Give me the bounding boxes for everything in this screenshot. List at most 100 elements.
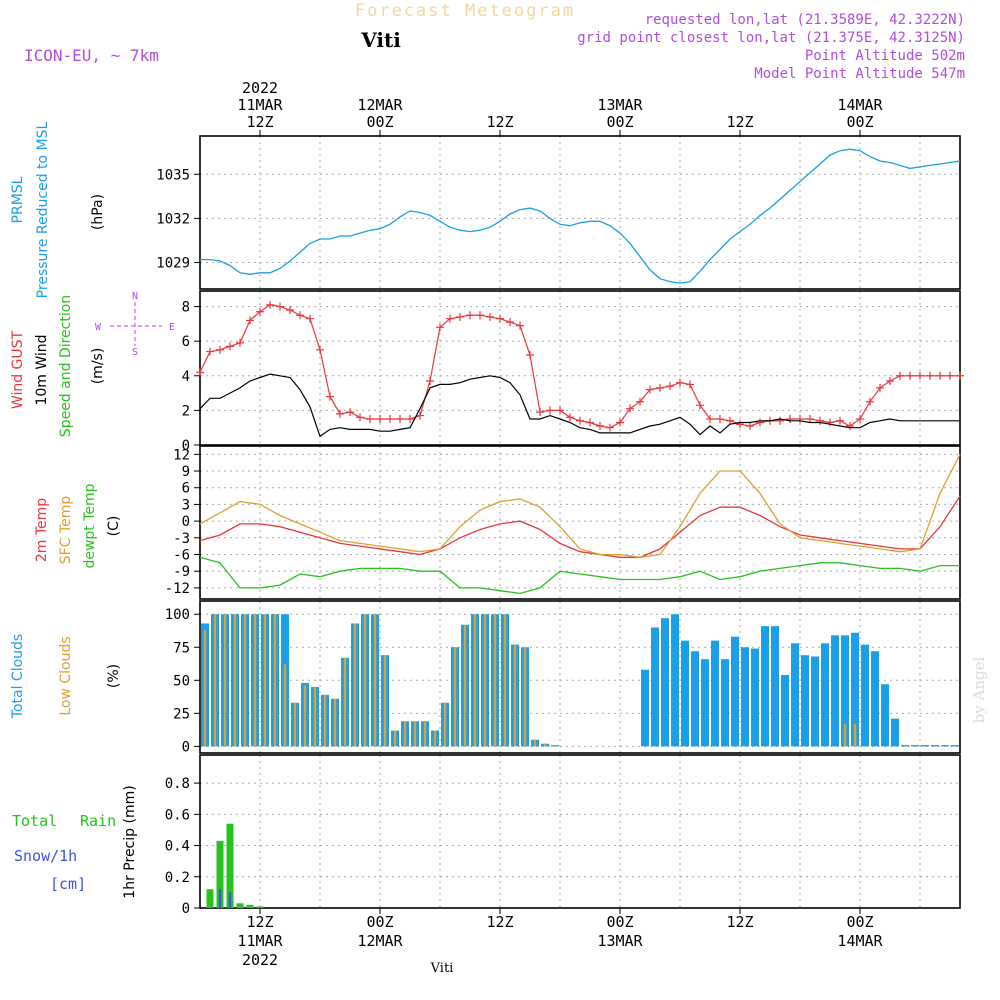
total-cloud-bar	[901, 745, 909, 747]
gust-marker	[876, 383, 884, 392]
clouds-unit: (%)	[106, 664, 122, 688]
top-date-label: 12MAR	[357, 96, 403, 114]
gust-marker	[506, 318, 514, 327]
y-tick-label: 0	[182, 438, 190, 454]
gust-marker	[856, 415, 864, 424]
y-tick-label: 50	[173, 673, 190, 689]
panel-wind: 0 2 4 6 8	[182, 290, 964, 454]
y-tick-label: 1032	[156, 211, 190, 227]
bottom-date-label: 11MAR	[237, 932, 283, 950]
bottom-time-label: 00Z	[366, 913, 393, 931]
panel-frame	[199, 135, 961, 290]
temp-2m-line	[199, 495, 961, 558]
point-altitude: Point Altitude 502m	[805, 48, 965, 64]
gust-marker	[546, 406, 554, 415]
bottom-date-label: 13MAR	[597, 932, 643, 950]
gust-marker	[846, 421, 854, 430]
low-cloud-bar	[343, 657, 347, 747]
wind-unit: (m/s)	[90, 348, 106, 385]
gust-marker	[296, 311, 304, 320]
gust-marker	[836, 416, 844, 425]
bottom-time-label: 00Z	[606, 913, 633, 931]
low-cloud-bar	[263, 614, 267, 747]
total-cloud-bar	[671, 614, 679, 747]
gust-marker	[586, 418, 594, 427]
total-cloud-bar	[771, 626, 779, 747]
gust-marker	[926, 371, 934, 380]
gust-marker	[496, 314, 504, 323]
gust-marker	[676, 378, 684, 387]
low-cloud-bar	[333, 698, 337, 747]
low-cloud-bar	[423, 721, 427, 747]
top-time-label: 12Z	[726, 113, 753, 131]
y-tick-label: -9	[173, 564, 190, 580]
gust-marker	[946, 371, 954, 380]
low-cloud-bar	[233, 614, 237, 747]
low-cloud-bar	[463, 624, 467, 747]
total-cloud-bar	[681, 640, 689, 747]
low-cloud-bar	[853, 723, 857, 747]
low-cloud-bar	[293, 702, 297, 747]
low-cloud-bar	[253, 614, 257, 747]
prmsl-label: PRMSL	[10, 176, 26, 223]
total-cloud-bar	[731, 636, 739, 747]
wind-labels: Wind GUST 10m Wind Speed and Direction (…	[10, 291, 175, 437]
top-time-label: 00Z	[846, 113, 873, 131]
gust-marker	[906, 371, 914, 380]
top-time-label: 12Z	[246, 113, 273, 131]
low-cloud-bar	[393, 730, 397, 747]
temp-2m-label: 2m Temp	[34, 498, 50, 562]
pressure-unit: (hPa)	[90, 194, 106, 230]
low-cloud-bar	[453, 647, 457, 747]
low-cloud-bar	[403, 721, 407, 747]
low-cloud-bar	[283, 664, 287, 747]
total-cloud-bar	[951, 745, 959, 747]
gust-marker	[316, 345, 324, 354]
precip-unit: 1hr Precip (mm)	[122, 785, 138, 898]
gust-marker	[436, 323, 444, 332]
bottom-date-label: 12MAR	[357, 932, 403, 950]
temp-unit: (C)	[106, 516, 122, 537]
compass-west: W	[95, 322, 102, 333]
gust-marker	[416, 411, 424, 420]
gust-marker	[726, 416, 734, 425]
total-cloud-bar	[691, 651, 699, 747]
rain-bar	[226, 823, 234, 908]
low-cloud-bar	[363, 614, 367, 747]
snow-unit-label: [cm]	[50, 875, 86, 893]
gust-marker	[366, 415, 374, 424]
gust-marker	[646, 385, 654, 394]
y-tick-label: 0.4	[165, 839, 190, 855]
top-time-label: 00Z	[366, 113, 393, 131]
y-tick-label: 4	[182, 369, 190, 385]
footer-location: Viti	[430, 961, 454, 976]
top-date-label: 11MAR	[237, 96, 283, 114]
total-cloud-bar	[891, 718, 899, 747]
total-cloud-bar	[781, 675, 789, 747]
gust-marker	[256, 307, 264, 316]
pressure-reduced-label: Pressure Reduced to MSL	[35, 121, 51, 298]
y-tick-label: 0	[182, 514, 190, 530]
panel-frame	[199, 754, 961, 909]
gust-marker	[696, 401, 704, 410]
y-tick-label: 25	[173, 706, 190, 722]
low-cloud-bar	[273, 614, 277, 747]
gust-marker	[456, 312, 464, 321]
total-cloud-bar	[861, 644, 869, 747]
model-label: ICON-EU, ~ 7km	[24, 46, 159, 65]
gust-marker	[806, 415, 814, 424]
total-cloud-bar	[801, 655, 809, 747]
gust-marker	[356, 413, 364, 422]
temp-labels: 2m Temp SFC Temp dewpt Temp (C)	[34, 483, 122, 568]
compass-east: E	[169, 322, 175, 333]
y-tick-label: 1029	[156, 256, 190, 272]
total-cloud-bar	[761, 626, 769, 747]
gust-marker	[276, 302, 284, 311]
panel-frame	[199, 445, 961, 600]
wind-gust-label: Wind GUST	[10, 330, 26, 409]
snow-bar	[218, 889, 222, 908]
requested-coords: requested lon,lat (21.3589E, 42.3222N)	[645, 12, 965, 28]
total-clouds-label: Total Clouds	[10, 634, 26, 719]
low-cloud-bar	[323, 694, 327, 747]
y-tick-label: -12	[165, 581, 190, 597]
